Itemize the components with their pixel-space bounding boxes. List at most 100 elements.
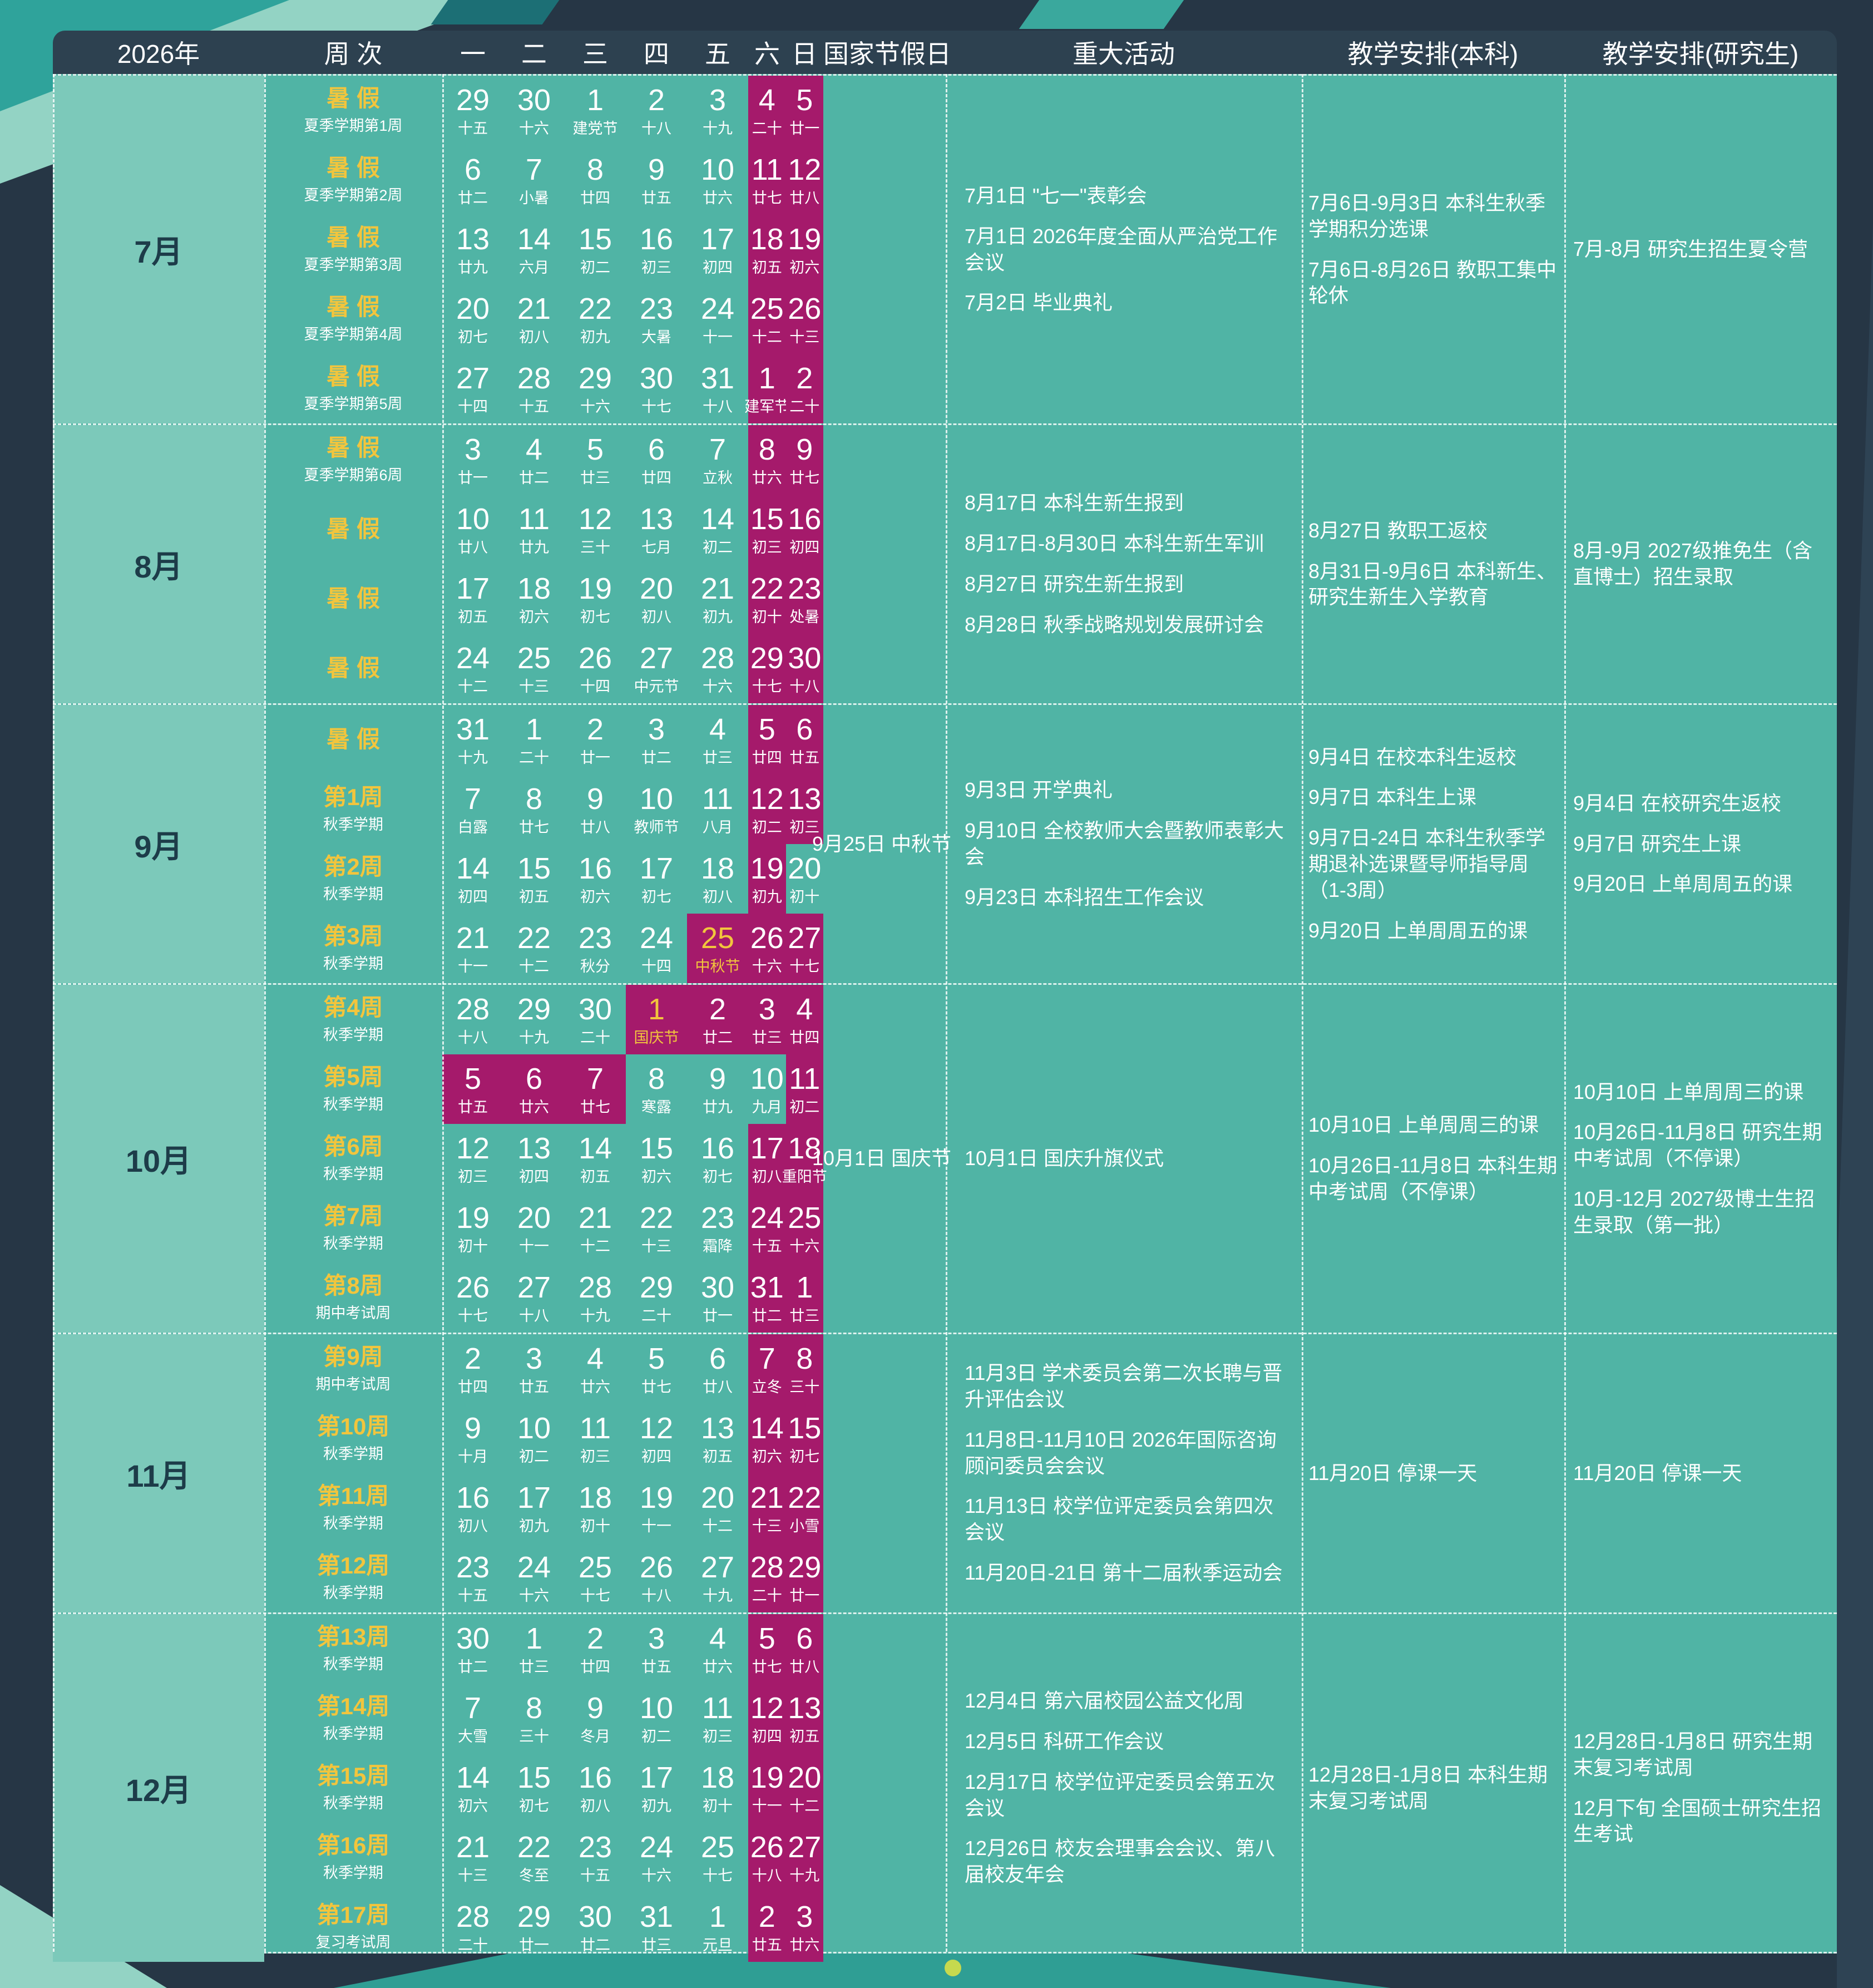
lunar-label: 十四: [641, 958, 671, 975]
grad-teaching-item: 8月-9月 2027级推免生（含直博士）招生录取: [1573, 539, 1813, 588]
ug-teaching-item: 10月26日-11月8日 本科生期中考试周（不停课）: [1308, 1154, 1558, 1203]
day-number: 20: [788, 1760, 822, 1794]
day-cell: 6 廿二: [442, 145, 503, 215]
day-number: 28: [700, 641, 735, 675]
week-name: 第10周: [317, 1413, 390, 1439]
day-cell: 6 廿五: [785, 705, 823, 775]
day-number: 29: [578, 361, 612, 395]
lunar-label: 初三: [580, 1448, 610, 1465]
lunar-label: 初五: [458, 608, 488, 625]
day-number: 4: [709, 712, 727, 746]
day-cell: 19 初九: [748, 844, 786, 914]
day-cell: 17 初九: [626, 1753, 687, 1823]
day-number: 28: [456, 992, 490, 1026]
week-name: 第11周: [317, 1482, 389, 1509]
day-number: 24: [517, 1550, 551, 1584]
week-row: 暑 假夏季学期第4周 20 初七 21 初八 22 初九 23 大暑 24 十一 25 十二 26 十三: [264, 284, 823, 354]
day-number: 5: [586, 432, 604, 466]
lunar-label: 十七: [641, 398, 671, 415]
lunar-label: 廿二: [458, 1658, 488, 1675]
lunar-label: 初八: [580, 1797, 610, 1814]
month-section: 11月 第9周 期中考试周 2 廿四 3 廿五 4 廿六 5 廿七 6 廿八 7 立冬 8 三十 第10周 秋季学期…: [53, 1333, 1837, 1612]
lunar-label: 十五: [519, 398, 549, 415]
event-item: 9月3日 开学典礼: [965, 778, 1113, 802]
day-number: 5: [796, 83, 813, 117]
month-column: 11月: [53, 1334, 264, 1612]
day-number: 4: [586, 1341, 604, 1375]
day-number: 25: [700, 1830, 735, 1864]
grad-teaching-item: 10月26日-11月8日 研究生期中考试周（不停课）: [1573, 1121, 1822, 1170]
day-number: 8: [525, 782, 543, 816]
day-cell: 24 十六: [503, 1543, 565, 1612]
week-label: 第9周 期中考试周: [264, 1334, 442, 1404]
month-section: 12月 第13周 秋季学期 30 廿二 1 廿三 2 廿四 3 廿五 4 廿六 5 廿七 6 廿八 第14周 秋季学…: [53, 1612, 1837, 1962]
day-number: 2: [586, 712, 604, 746]
day-cell: 29 廿一: [503, 1892, 565, 1962]
week-subname: 夏季学期第2周: [304, 187, 403, 204]
events-cell: 8月17日 本科生新生报到 8月17日-8月30日 本科生新生军训 8月27日 研究…: [940, 425, 1302, 703]
day-number: 2: [758, 1900, 775, 1933]
day-number: 1: [709, 1900, 727, 1933]
week-name: 第8周: [323, 1272, 383, 1299]
week-label: 第7周 秋季学期: [264, 1193, 442, 1263]
day-number: 4: [709, 1621, 727, 1655]
day-number: 1: [586, 83, 604, 117]
day-number: 10: [517, 1411, 551, 1445]
week-label: 暑 假: [264, 564, 442, 634]
day-number: 15: [639, 1131, 674, 1165]
day-cell: 3 廿一: [442, 425, 503, 495]
lunar-label: 初五: [519, 888, 549, 905]
ug-teaching-cell: 7月6日-9月3日 本科生秋季学期积分选课 7月6日-8月26日 教职工集中轮休: [1302, 76, 1564, 423]
day-cell: 28 二十: [748, 1543, 786, 1612]
lunar-label: 冬月: [580, 1728, 610, 1745]
day-number: 7: [758, 1341, 775, 1375]
day-cell: 4 廿三: [687, 705, 748, 775]
week-subname: 秋季学期: [323, 816, 383, 833]
day-number: 30: [517, 83, 551, 117]
day-cell: 13 七月: [626, 495, 687, 564]
day-number: 31: [750, 1270, 784, 1304]
day-number: 18: [788, 1131, 822, 1165]
day-cell: 16 初七: [687, 1124, 748, 1193]
week-name: 第14周: [317, 1693, 390, 1719]
day-number: 21: [517, 292, 551, 325]
day-cell: 31 十八: [687, 354, 748, 423]
day-number: 5: [648, 1341, 665, 1375]
lunar-label: 十八: [641, 120, 671, 137]
lunar-label: 廿一: [519, 1936, 549, 1954]
weeks-grid: 暑 假夏季学期第6周 3 廿一 4 廿二 5 廿三 6 廿四 7 立秋 8 廿六 9 廿七暑 假 10 廿八 11…: [264, 425, 823, 703]
week-name: 暑 假: [327, 585, 380, 612]
day-number: 3: [709, 83, 727, 117]
grad-teaching-cell: 9月4日 在校研究生返校 9月7日 研究生上课 9月20日 上单周周五的课: [1564, 705, 1837, 983]
lunar-label: 廿八: [580, 818, 610, 836]
day-cell: 8 三十: [785, 1334, 823, 1404]
lunar-label: 初八: [641, 608, 671, 625]
day-number: 12: [750, 782, 784, 816]
day-cell: 27 中元节: [626, 634, 687, 703]
day-number: 17: [456, 571, 490, 605]
day-cell: 29 十七: [748, 634, 786, 703]
day-cell: 11 廿九: [503, 495, 565, 564]
day-cell: 22 十二: [503, 914, 565, 983]
day-cell: 27 十四: [442, 354, 503, 423]
week-name: 第9周: [323, 1343, 383, 1370]
day-col-header: 二: [521, 40, 547, 68]
week-label: 暑 假: [264, 705, 442, 775]
day-cell: 11 廿七: [748, 145, 786, 215]
lunar-label: 廿一: [789, 120, 820, 137]
week-subname: 夏季学期第3周: [304, 256, 403, 274]
lunar-label: 廿二: [641, 749, 671, 766]
lunar-label: 十九: [703, 1587, 733, 1604]
lunar-label: 二十: [789, 398, 820, 415]
day-number: 25: [578, 1550, 612, 1584]
lunar-label: 十二: [458, 678, 488, 695]
day-number: 14: [700, 502, 735, 536]
day-cell: 5 廿一: [785, 76, 823, 145]
event-item: 8月27日 研究生新生报到: [965, 573, 1184, 595]
lunar-label: 廿四: [789, 1029, 820, 1046]
lunar-label: 十九: [789, 1867, 820, 1884]
day-cell: 1 元旦: [687, 1892, 748, 1962]
lunar-label: 十二: [703, 1517, 733, 1535]
day-col-header: 六: [754, 40, 780, 68]
day-cell: 14 初六: [442, 1753, 503, 1823]
